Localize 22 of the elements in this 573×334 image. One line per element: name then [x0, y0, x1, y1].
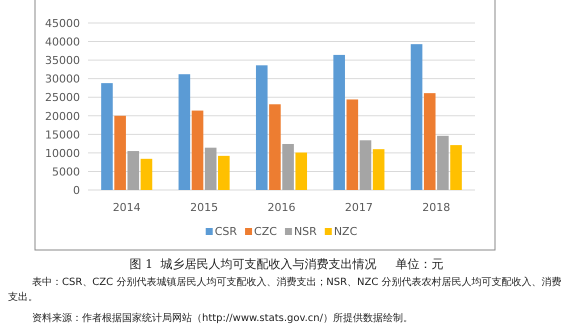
- x-tick-label: 2015: [190, 201, 218, 214]
- y-tick-label: 5000: [52, 165, 80, 178]
- y-tick-label: 35000: [45, 54, 80, 68]
- legend-label: CSR: [214, 225, 238, 238]
- x-tick-label: 2017: [344, 201, 373, 214]
- text: 资料来源：作者根据国家统计局网站（http://www.stats.gov.cn/）所提供数据绘制。: [31, 312, 414, 326]
- y-tick-label: 0: [73, 184, 80, 197]
- legend-label: CZC: [254, 225, 278, 238]
- y-tick-label: 15000: [45, 128, 80, 142]
- y-tick-label: 45000: [45, 17, 80, 30]
- y-tick-label: 25000: [45, 91, 80, 104]
- legend-label: NSR: [294, 225, 318, 238]
- y-tick-label: 30000: [45, 72, 80, 86]
- x-tick-label: 2018: [422, 201, 450, 214]
- legend-label: NZC: [334, 225, 358, 238]
- y-tick-label: 20000: [45, 110, 80, 123]
- y-tick-label: 40000: [45, 36, 80, 49]
- y-tick-label: 10000: [45, 146, 80, 160]
- x-tick-label: 2016: [268, 201, 296, 214]
- text: 表中：CSR、CZC 分别代表城镇居民人均可支配收入、消费支出；NSR、NZC 分别代表农村居民人均可支配收入、消费支出。: [8, 276, 563, 305]
- x-tick-label: 2014: [112, 201, 141, 214]
- text: 图 1 城乡居民人均可支配收入与消费支出情况 单位：元: [128, 256, 445, 273]
